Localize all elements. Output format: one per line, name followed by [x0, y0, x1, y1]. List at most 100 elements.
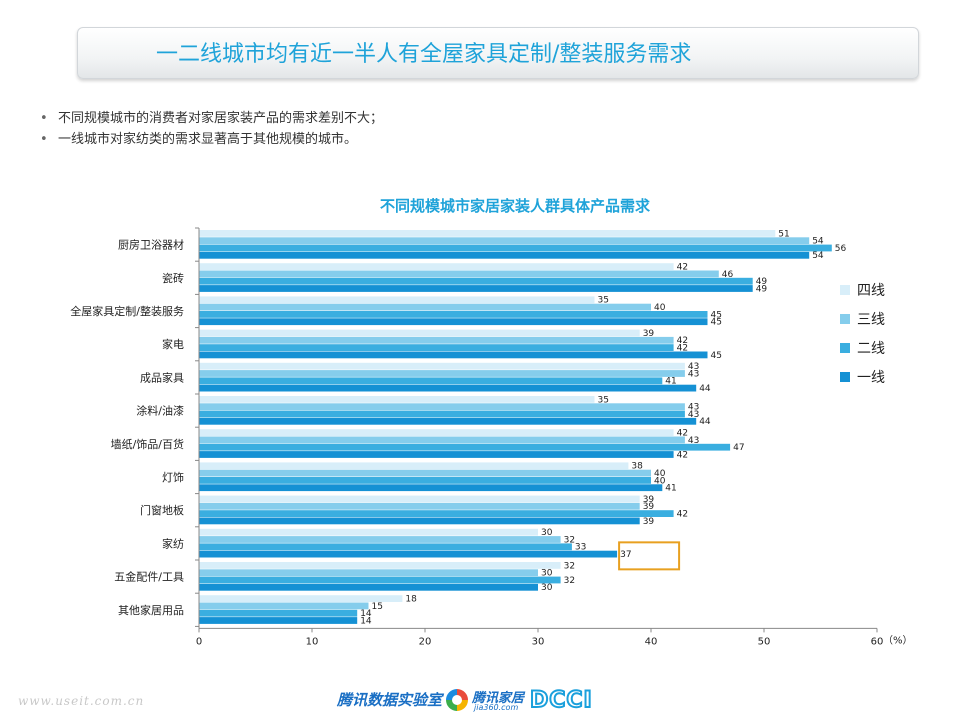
bar: [199, 451, 674, 458]
data-label: 43: [688, 436, 699, 446]
data-label: 32: [564, 561, 575, 571]
category-label: 涂料/油漆: [136, 404, 184, 418]
bar: [199, 377, 663, 385]
data-label: 39: [643, 495, 655, 505]
bar: [199, 569, 538, 577]
bar: [199, 396, 595, 403]
bullet-dot: •: [40, 111, 48, 126]
data-label: 41: [665, 377, 676, 387]
bar: [199, 362, 685, 370]
data-label: 45: [711, 318, 722, 328]
chart-title: 不同规模城市家居家装人群具体产品需求: [380, 197, 651, 215]
data-label: 46: [722, 270, 734, 280]
legend-label: 四线: [857, 283, 885, 299]
data-label: 42: [677, 429, 688, 439]
legend-label: 二线: [857, 341, 885, 357]
legend-swatch: [840, 343, 850, 353]
bullet-item: • 不同规模城市的消费者对家居家装产品的需求差别不大；: [40, 108, 383, 129]
data-label: 42: [677, 344, 688, 354]
data-label: 49: [756, 284, 768, 294]
bullet-dot: •: [40, 132, 48, 147]
dcci-logo: DCCI: [529, 687, 593, 714]
bar: [199, 562, 561, 569]
category-label: 门窗地板: [140, 503, 184, 517]
data-label: 49: [756, 277, 768, 287]
bar: [199, 543, 572, 551]
bar: [199, 251, 810, 259]
jiaju-logo-icon: [446, 689, 468, 711]
bar: [199, 443, 731, 451]
category-label: 其他家居用品: [118, 603, 184, 617]
legend-label: 三线: [857, 312, 885, 328]
x-tick-label: 10: [306, 636, 319, 647]
x-tick-label: 50: [758, 636, 771, 647]
legend-label: 一线: [857, 370, 885, 386]
data-label: 40: [654, 476, 666, 486]
data-label: 40: [654, 303, 666, 313]
bar: [199, 329, 640, 337]
bar: [199, 502, 640, 510]
jiaju-logo-name: 腾讯家居: [472, 691, 525, 706]
data-label: 44: [699, 417, 711, 427]
bullet-text: 一线城市对家纺类的需求显著高于其他规模的城市。: [58, 132, 358, 147]
bar: [199, 285, 753, 292]
data-label: 39: [643, 517, 655, 527]
bar: [199, 576, 561, 584]
bar: [199, 477, 651, 484]
category-label: 瓷砖: [162, 271, 184, 285]
data-label: 30: [541, 583, 553, 593]
bar: [199, 384, 697, 392]
x-tick-label: 30: [532, 636, 545, 647]
legend-swatch: [840, 372, 850, 382]
data-label: 15: [372, 602, 383, 612]
data-label: 32: [564, 576, 575, 586]
data-label: 54: [812, 237, 824, 247]
data-label: 33: [575, 543, 586, 553]
x-axis-unit: （%）: [883, 634, 913, 646]
bar: [199, 277, 753, 285]
tencent-data-lab-logo: 腾讯数据实验室: [337, 691, 443, 709]
bar: [199, 244, 832, 252]
category-label: 家电: [162, 337, 184, 351]
bar: [199, 370, 685, 377]
data-label: 45: [711, 351, 722, 361]
data-label: 18: [405, 595, 417, 605]
bar: [199, 318, 708, 326]
data-label: 14: [360, 616, 372, 626]
data-label: 51: [778, 229, 789, 239]
legend-swatch: [840, 314, 850, 324]
bar: [199, 484, 663, 492]
bar: [199, 595, 403, 602]
data-label: 43: [688, 362, 699, 372]
bar: [199, 270, 719, 278]
bar: [199, 429, 674, 436]
data-label: 45: [711, 310, 722, 320]
data-label: 47: [733, 443, 744, 453]
bar: [199, 609, 358, 617]
bar: [199, 344, 674, 351]
x-tick-label: 20: [419, 636, 432, 647]
bullet-text: 不同规模城市的消费者对家居家装产品的需求差别不大；: [58, 111, 384, 126]
bar: [199, 296, 595, 304]
bar: [199, 351, 708, 359]
x-tick-label: 40: [645, 636, 658, 647]
data-label: 44: [699, 384, 711, 394]
data-label: 42: [677, 510, 688, 520]
data-label: 41: [665, 484, 676, 494]
bar: [199, 436, 685, 444]
data-label: 43: [688, 403, 699, 413]
category-label: 墙纸/饰品/百货: [111, 437, 184, 451]
bar: [199, 303, 651, 311]
bar: [199, 528, 538, 536]
bar: [199, 237, 810, 245]
data-label: 30: [541, 528, 553, 538]
x-tick-label: 0: [196, 636, 202, 647]
bar: [199, 517, 640, 525]
data-label: 40: [654, 469, 666, 479]
category-label: 厨房卫浴器材: [118, 238, 184, 252]
category-label: 成品家具: [140, 370, 184, 384]
data-label: 14: [360, 609, 372, 619]
data-label: 39: [643, 502, 655, 512]
data-label: 43: [688, 410, 699, 420]
category-label: 五金配件/工具: [114, 570, 184, 584]
